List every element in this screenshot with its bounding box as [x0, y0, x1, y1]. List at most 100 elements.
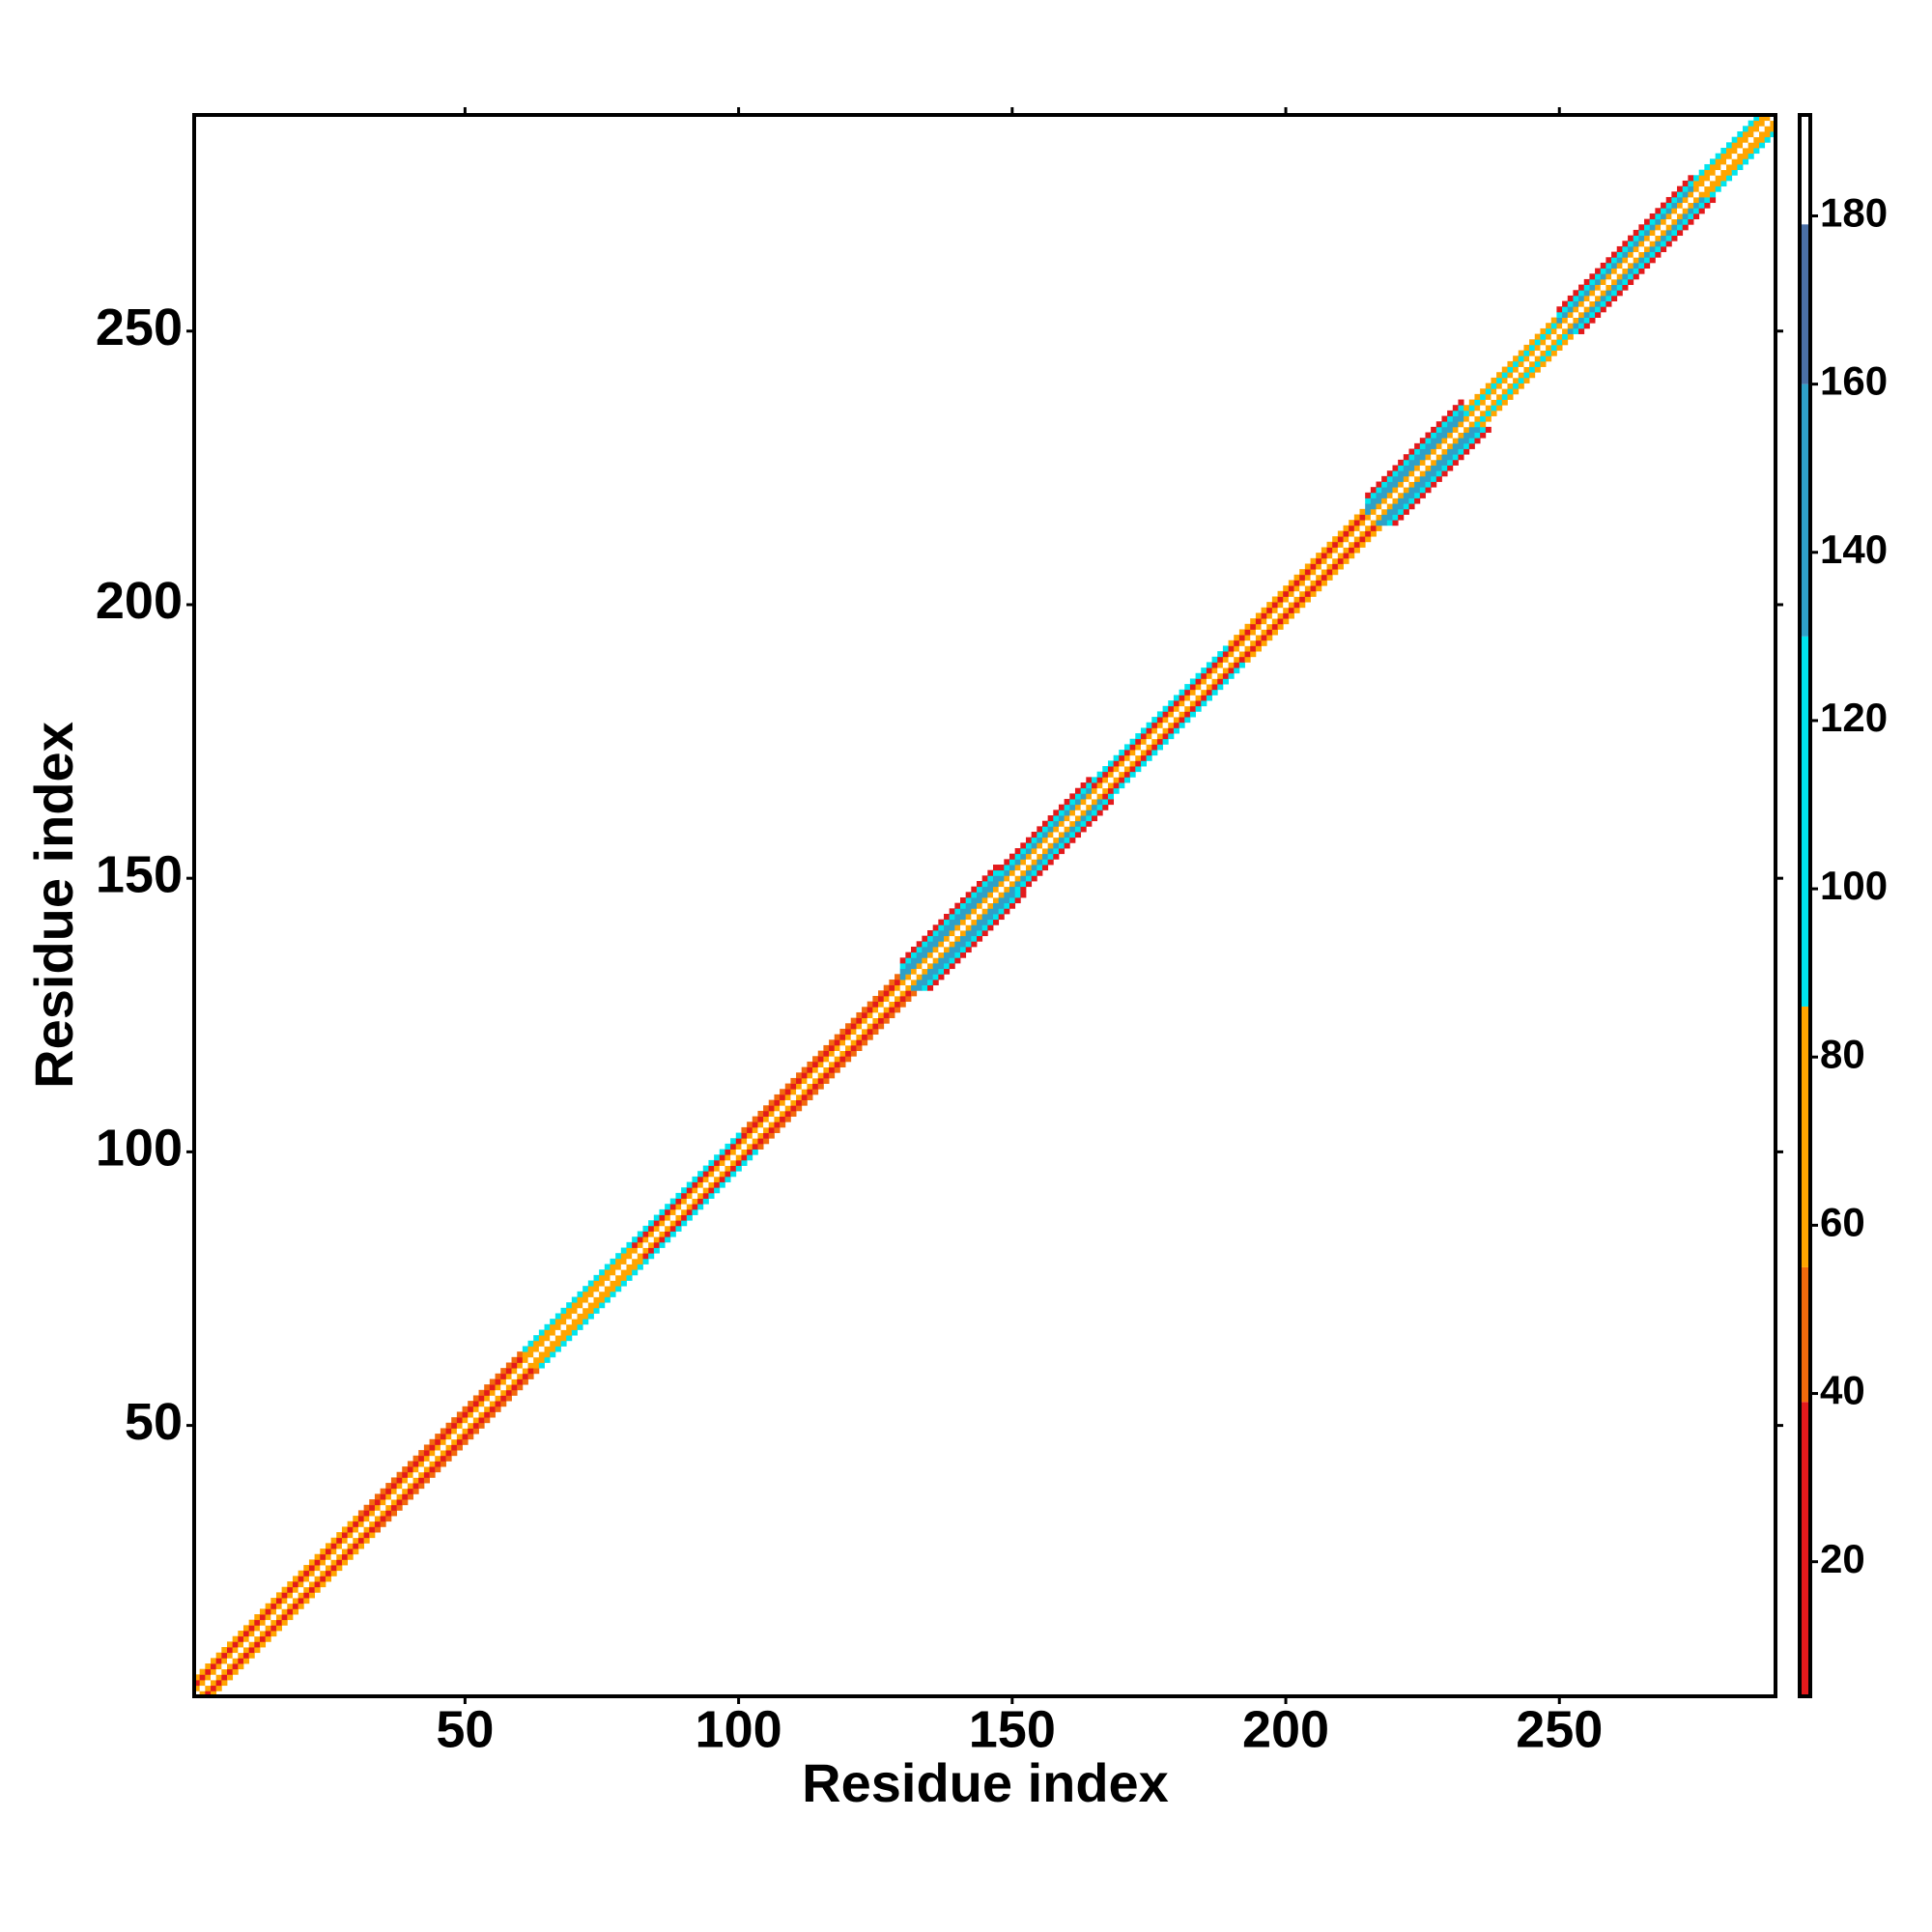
heatmap-cell	[435, 1438, 441, 1445]
heatmap-cell	[1250, 651, 1257, 658]
heatmap-cell	[1392, 481, 1399, 488]
heatmap-cell	[1310, 574, 1317, 581]
heatmap-cell	[205, 1690, 212, 1697]
heatmap-cell	[938, 941, 945, 948]
heatmap-cell	[1386, 475, 1393, 482]
heatmap-cell	[1376, 492, 1382, 498]
heatmap-cell	[1622, 268, 1629, 274]
heatmap-cell	[238, 1652, 244, 1659]
heatmap-cell	[1616, 257, 1623, 264]
heatmap-cell	[505, 1373, 512, 1379]
heatmap-cell	[1234, 651, 1240, 658]
heatmap-cell	[385, 1488, 392, 1494]
heatmap-cell	[1452, 454, 1459, 461]
heatmap-cell	[1123, 754, 1131, 761]
heatmap-cell	[998, 869, 1005, 876]
heatmap-cell	[330, 1548, 337, 1555]
heatmap-cell	[314, 1565, 321, 1572]
heatmap-cell	[1031, 842, 1037, 849]
heatmap-cell	[1677, 229, 1684, 237]
heatmap-cell	[1408, 454, 1415, 461]
heatmap-cell	[1332, 569, 1339, 576]
heatmap-cell	[1228, 656, 1235, 663]
heatmap-cell	[927, 962, 934, 970]
heatmap-cell	[1365, 508, 1372, 515]
heatmap-cell	[850, 1050, 857, 1057]
heatmap-cell	[922, 946, 928, 953]
heatmap-cell	[566, 1302, 573, 1309]
heatmap-cell	[883, 990, 890, 997]
heatmap-cell	[905, 979, 912, 986]
heatmap-cell	[1414, 442, 1421, 449]
heatmap-cell	[325, 1570, 332, 1577]
heatmap-cell	[1507, 377, 1514, 384]
heatmap-cell	[1403, 475, 1409, 482]
heatmap-cell	[587, 1280, 594, 1287]
heatmap-cell	[1398, 465, 1405, 471]
heatmap-cell	[1633, 229, 1639, 237]
heatmap-cell	[1064, 837, 1070, 843]
heatmap-cell	[357, 1537, 364, 1544]
heatmap-cell	[1583, 323, 1590, 329]
heatmap-cell	[790, 1094, 797, 1100]
heatmap-cell	[566, 1335, 573, 1342]
heatmap-cell	[1398, 514, 1405, 521]
heatmap-cell	[1271, 607, 1278, 613]
heatmap-cell	[1353, 541, 1360, 548]
heatmap-cell	[1616, 251, 1623, 258]
heatmap-cell	[254, 1625, 261, 1632]
heatmap-cell	[1184, 684, 1191, 691]
heatmap-cell	[1622, 273, 1629, 280]
heatmap-cell	[1386, 470, 1393, 477]
heatmap-cell	[445, 1434, 452, 1440]
heatmap-cell	[412, 1471, 419, 1478]
heatmap-cell	[960, 902, 967, 909]
heatmap-cell	[1431, 481, 1437, 488]
heatmap-cell	[752, 1122, 758, 1128]
heatmap-cell	[582, 1302, 589, 1309]
heatmap-cell	[780, 1116, 786, 1122]
heatmap-cell	[845, 1044, 852, 1052]
heatmap-cell	[1179, 689, 1185, 696]
heatmap-cell	[1605, 290, 1612, 297]
heatmap-cell	[418, 1477, 425, 1484]
heatmap-cell	[205, 1680, 212, 1687]
heatmap-cell	[320, 1548, 327, 1555]
heatmap-cell	[1381, 508, 1388, 515]
heatmap-cell	[1266, 623, 1273, 630]
heatmap-cell	[336, 1559, 343, 1566]
heatmap-cell	[1353, 520, 1360, 526]
heatmap-cell	[1283, 585, 1290, 592]
heatmap-cell	[1726, 169, 1733, 176]
heatmap-cell	[714, 1181, 721, 1188]
heatmap-cell	[1222, 645, 1229, 652]
heatmap-cell	[1173, 695, 1179, 701]
heatmap-cell	[1096, 804, 1103, 810]
heatmap-cell	[1365, 520, 1372, 526]
heatmap-cell	[790, 1099, 797, 1106]
heatmap-cell	[916, 952, 923, 958]
heatmap-cell	[1195, 695, 1202, 701]
heatmap-cell	[423, 1444, 430, 1451]
heatmap-cell	[1119, 771, 1125, 778]
heatmap-cell	[1195, 672, 1202, 679]
colorbar-bin	[1800, 1266, 1810, 1403]
heatmap-cell	[1222, 672, 1229, 679]
heatmap-cell	[533, 1335, 540, 1342]
heatmap-cell	[1195, 700, 1202, 707]
heatmap-cell	[1080, 787, 1087, 794]
heatmap-cell	[1638, 235, 1645, 242]
heatmap-cell	[1009, 892, 1016, 898]
heatmap-cell	[1129, 766, 1136, 773]
heatmap-cell	[1468, 421, 1475, 428]
heatmap-cell	[1704, 185, 1711, 192]
heatmap-cell	[1381, 503, 1388, 510]
heatmap-cell	[451, 1434, 458, 1440]
heatmap-cell	[1458, 438, 1464, 444]
heatmap-cell	[1474, 399, 1481, 406]
heatmap-cell	[341, 1526, 349, 1533]
heatmap-cell	[1304, 580, 1311, 586]
heatmap-cell	[1014, 886, 1021, 893]
heatmap-cell	[1179, 717, 1185, 724]
heatmap-cell	[1064, 799, 1070, 806]
